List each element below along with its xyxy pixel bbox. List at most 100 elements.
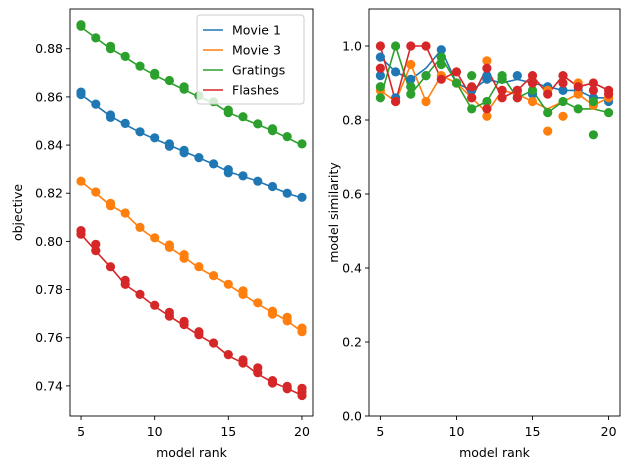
legend-entry-gratings: Gratings [203, 63, 285, 78]
series-point-3 [135, 61, 145, 71]
series-line-4 [80, 233, 303, 397]
series-point-3 [297, 139, 307, 149]
series-point-4 [120, 279, 130, 289]
series-point-4 [91, 246, 101, 256]
y-tick-label: 0.88 [35, 41, 63, 56]
series-point-1 [164, 141, 174, 151]
series-point-1 [375, 71, 385, 81]
series-point-3 [588, 130, 599, 140]
series-point-3 [436, 52, 446, 62]
series-point-3 [179, 84, 189, 94]
series-line-1 [379, 48, 609, 99]
series-point-3 [282, 132, 292, 142]
series-point-4 [482, 63, 492, 73]
series-point-3 [558, 96, 568, 107]
series-point-3 [91, 33, 101, 43]
series-point-1 [253, 176, 263, 186]
series-point-3 [120, 51, 130, 62]
plot-area [375, 41, 614, 140]
series-point-2 [558, 111, 568, 121]
plot-area [76, 20, 307, 401]
series-point-1 [238, 171, 248, 181]
y-tick-label: 0.0 [342, 409, 362, 424]
series-point-3 [543, 108, 553, 118]
series-point-4 [267, 378, 278, 388]
x-axis-label: model rank [459, 445, 531, 460]
series-point-3 [467, 104, 477, 114]
y-tick-label: 1.0 [342, 39, 362, 54]
series-point-1 [223, 168, 233, 178]
series-point-1 [558, 85, 568, 95]
series-point-3 [421, 71, 431, 81]
x-axis-ticks: 5 10 15 20 [77, 416, 310, 439]
series-point-1 [120, 118, 130, 128]
series-point-3 [375, 93, 385, 103]
series-point-4 [467, 82, 477, 92]
legend-label-movie-1: Movie 1 [232, 23, 281, 38]
series-point-4 [527, 71, 538, 81]
series-point-1 [209, 159, 219, 169]
legend: Movie 1 Movie 3 Gratings Flashes [196, 14, 305, 105]
series-point-3 [76, 21, 86, 31]
series-line-4 [379, 45, 609, 105]
series-point-2 [135, 222, 145, 232]
series-point-4 [558, 71, 568, 81]
series-point-2 [253, 298, 263, 308]
series-point-1 [482, 71, 492, 81]
series-point-4 [588, 78, 599, 88]
series-point-3 [253, 119, 263, 129]
series-point-3 [451, 78, 462, 88]
legend-label-gratings: Gratings [232, 63, 285, 78]
series-point-2 [150, 233, 160, 243]
series-point-3 [267, 126, 278, 136]
y-tick-label: 0.8 [342, 113, 362, 128]
series-point-4 [150, 300, 160, 310]
y-axis-label: objective [10, 184, 25, 241]
series-point-4 [375, 63, 385, 73]
series-point-3 [497, 74, 507, 84]
series-point-1 [105, 112, 116, 122]
series-point-4 [282, 384, 292, 394]
series-point-2 [76, 176, 86, 186]
series-point-2 [297, 327, 307, 337]
series-point-3 [467, 71, 477, 81]
series-point-2 [406, 59, 416, 70]
x-tick-label: 10 [147, 424, 163, 439]
axes-frame [368, 8, 621, 417]
series-point-1 [76, 89, 86, 100]
legend-entry-movie-1: Movie 1 [203, 23, 281, 38]
y-axis-ticks: 0.0 0.2 0.4 0.6 0.8 1.0 [342, 39, 369, 424]
series-point-4 [588, 85, 599, 95]
y-tick-label: 0.4 [342, 261, 362, 276]
series-line-3 [80, 26, 303, 146]
series-point-4 [497, 93, 507, 103]
series-point-4 [91, 239, 101, 249]
series-point-2 [238, 289, 248, 299]
series-line-3 [379, 43, 609, 114]
y-tick-label: 0.80 [35, 234, 63, 249]
y-tick-label: 0.78 [35, 282, 63, 297]
series-point-3 [604, 108, 614, 118]
x-tick-label: 15 [525, 424, 541, 439]
series-point-4 [573, 82, 583, 92]
series-point-4 [497, 85, 507, 95]
legend-label-movie-3: Movie 3 [232, 43, 281, 58]
series-point-2 [543, 126, 553, 136]
series-point-2 [482, 56, 492, 66]
series-point-3 [436, 59, 446, 70]
y-tick-label: 0.86 [35, 89, 63, 104]
series-point-2 [282, 316, 292, 326]
x-axis-ticks: 5 10 15 20 [376, 416, 617, 439]
series-point-1 [436, 45, 446, 55]
series-point-3 [238, 112, 248, 122]
x-axis-label: model rank [156, 445, 228, 460]
series-point-4 [297, 390, 307, 401]
series-line-2 [379, 62, 609, 114]
x-tick-label: 15 [220, 424, 236, 439]
series-point-4 [135, 289, 145, 299]
series-point-1 [375, 52, 385, 62]
series-point-4 [512, 93, 522, 103]
series-point-3 [105, 44, 116, 54]
series-point-2 [209, 271, 219, 281]
